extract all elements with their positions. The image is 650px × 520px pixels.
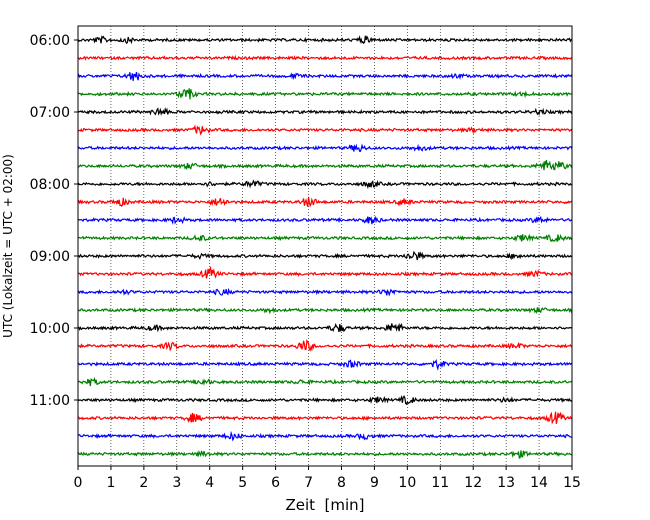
y-tick-label: 07:00 bbox=[30, 105, 70, 121]
trace-line bbox=[77, 106, 573, 116]
trace-line bbox=[77, 394, 573, 406]
x-tick-label: 6 bbox=[271, 475, 280, 491]
y-axis-label: UTC (Lokalzeit = UTC + 02:00) bbox=[1, 154, 15, 338]
trace-line bbox=[77, 266, 573, 279]
trace-line bbox=[77, 358, 573, 371]
trace-line bbox=[77, 449, 573, 459]
y-tick-label: 08:00 bbox=[30, 177, 70, 193]
y-tick-label: 09:00 bbox=[30, 249, 70, 265]
plot-frame bbox=[77, 25, 573, 467]
trace-line bbox=[77, 306, 573, 315]
trace-line bbox=[77, 338, 573, 352]
x-tick-label: 8 bbox=[337, 475, 346, 491]
grid-lines bbox=[110, 26, 540, 466]
x-tick-label: 3 bbox=[172, 475, 181, 491]
x-tick-label: 4 bbox=[205, 475, 214, 491]
trace-line bbox=[77, 143, 573, 152]
trace-line bbox=[77, 250, 573, 261]
y-tick-label: 10:00 bbox=[30, 321, 70, 337]
x-tick-label: 1 bbox=[106, 475, 115, 491]
trace-line bbox=[77, 124, 573, 136]
trace-line bbox=[77, 159, 573, 171]
x-tick-label: 2 bbox=[139, 475, 148, 491]
trace-line bbox=[77, 179, 573, 190]
trace-line bbox=[77, 215, 573, 226]
trace-line bbox=[77, 88, 573, 100]
x-tick-label: 11 bbox=[431, 475, 449, 491]
x-tick-label: 10 bbox=[398, 475, 416, 491]
y-tick-label: 11:00 bbox=[30, 393, 70, 409]
trace-line bbox=[77, 35, 573, 45]
x-tick-label: 5 bbox=[238, 475, 247, 491]
trace-line bbox=[77, 54, 573, 61]
y-axis-ticks: 06:00 07:00 08:00 09:00 10:00 11:00 bbox=[30, 33, 78, 409]
x-tick-label: 15 bbox=[563, 475, 581, 491]
x-tick-label: 13 bbox=[497, 475, 515, 491]
trace-line bbox=[77, 411, 573, 425]
x-tick-label: 9 bbox=[370, 475, 379, 491]
trace-line bbox=[77, 430, 573, 442]
x-tick-label: 14 bbox=[530, 475, 548, 491]
trace-line bbox=[77, 376, 573, 387]
x-tick-label: 7 bbox=[304, 475, 313, 491]
x-axis-ticks: 0 1 2 3 4 5 6 7 8 9 10 11 12 13 14 15 bbox=[74, 466, 581, 491]
trace-line bbox=[77, 287, 573, 297]
trace-series bbox=[77, 35, 573, 459]
x-tick-label: 12 bbox=[464, 475, 482, 491]
trace-line bbox=[77, 71, 573, 81]
y-tick-label: 06:00 bbox=[30, 33, 70, 49]
trace-line bbox=[77, 196, 573, 208]
x-axis-label: Zeit [min] bbox=[285, 496, 364, 514]
x-tick-label: 0 bbox=[74, 475, 83, 491]
trace-line bbox=[77, 322, 573, 333]
trace-line bbox=[77, 233, 573, 243]
